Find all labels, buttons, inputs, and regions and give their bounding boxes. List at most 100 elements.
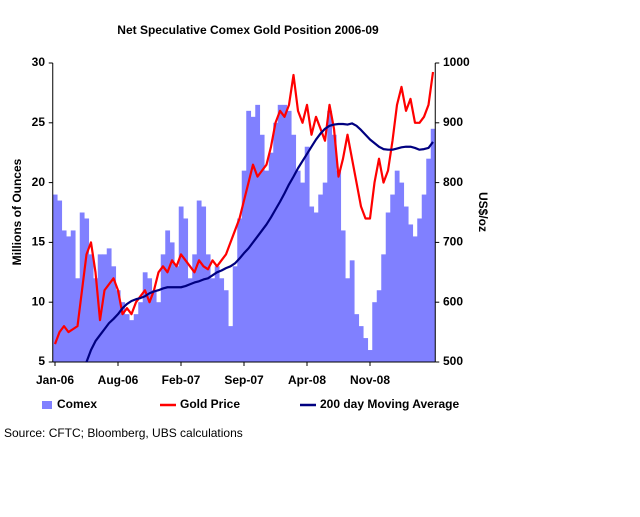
bar	[385, 212, 391, 362]
bar	[268, 152, 274, 362]
x-tick-label: Aug-06	[98, 373, 139, 387]
bar	[70, 230, 76, 362]
bar	[349, 260, 355, 362]
bar	[367, 350, 373, 362]
bar	[111, 266, 117, 362]
bar	[336, 170, 342, 362]
bar	[255, 104, 261, 363]
bar	[246, 110, 252, 362]
line-series	[85, 122, 434, 363]
bar	[61, 230, 67, 362]
bar	[277, 104, 283, 363]
bar	[241, 170, 247, 362]
y-tick-label: 25	[32, 115, 46, 129]
bar	[102, 254, 108, 362]
bar	[390, 194, 396, 362]
bar	[421, 194, 427, 362]
bar	[201, 206, 207, 362]
bar	[372, 302, 378, 362]
bar	[282, 104, 288, 363]
x-tick-label: Nov-08	[350, 373, 390, 387]
bar	[124, 314, 130, 362]
chart-title: Net Speculative Comex Gold Position 2006…	[117, 23, 379, 37]
bar	[66, 236, 72, 362]
y-tick-label: 20	[32, 175, 46, 189]
x-tick-label: Sep-07	[224, 373, 264, 387]
y2-tick-label: 800	[443, 175, 463, 189]
bar	[223, 290, 229, 362]
bar	[345, 278, 351, 362]
bar	[381, 254, 387, 362]
bar	[295, 170, 301, 362]
bar	[232, 266, 238, 362]
bar	[408, 224, 414, 362]
y-axis-label: Millions of Ounces	[10, 158, 24, 265]
bar	[183, 218, 189, 362]
bar	[399, 182, 405, 362]
legend-label: Comex	[57, 397, 97, 411]
line-series	[53, 71, 435, 345]
bar	[151, 290, 157, 362]
x-tick-label: Feb-07	[162, 373, 201, 387]
bar	[291, 134, 297, 362]
bar	[264, 170, 270, 362]
bar	[106, 248, 112, 362]
legend-swatch	[42, 401, 52, 409]
bar	[259, 134, 265, 362]
y-tick-label: 30	[32, 55, 46, 69]
legend-label: 200 day Moving Average	[320, 397, 459, 411]
x-tick-label: Apr-08	[288, 373, 326, 387]
bar	[129, 320, 135, 362]
y2-tick-label: 1000	[443, 55, 470, 69]
bar	[187, 278, 193, 362]
bar	[322, 182, 328, 362]
bar	[52, 194, 58, 362]
bar	[412, 236, 418, 362]
bar	[192, 254, 198, 362]
bar	[156, 302, 162, 362]
bar	[313, 212, 319, 362]
y-tick-label: 5	[38, 354, 45, 368]
bar	[120, 302, 126, 362]
bar	[394, 170, 400, 362]
bar	[426, 158, 432, 362]
bar	[205, 254, 211, 362]
y2-tick-label: 700	[443, 235, 463, 249]
y-tick-label: 15	[32, 235, 46, 249]
bar	[417, 218, 423, 362]
bar	[219, 278, 225, 362]
bar	[174, 266, 180, 362]
bar	[403, 206, 409, 362]
bar	[363, 338, 369, 362]
bar	[93, 278, 99, 362]
legend-label: Gold Price	[180, 397, 240, 411]
bar	[160, 254, 166, 362]
bar	[84, 218, 90, 362]
bar	[57, 200, 63, 362]
bar	[250, 116, 256, 362]
y2-tick-label: 500	[443, 354, 463, 368]
bar	[300, 182, 306, 362]
bar	[115, 290, 121, 362]
bar	[318, 194, 324, 362]
bar	[133, 314, 139, 362]
bar	[273, 122, 279, 362]
bar	[147, 278, 153, 362]
source-note: Source: CFTC; Bloomberg, UBS calculation…	[4, 426, 243, 440]
bar	[178, 206, 184, 362]
bar	[169, 242, 175, 362]
bar	[97, 254, 103, 362]
bar	[88, 254, 94, 362]
bar	[228, 326, 234, 362]
x-tick-label: Jan-06	[36, 373, 74, 387]
bar	[210, 278, 216, 362]
bar	[331, 134, 337, 362]
bar	[237, 218, 243, 362]
bar	[304, 146, 310, 362]
bar	[340, 230, 346, 362]
bar	[430, 128, 436, 362]
bar	[138, 302, 144, 362]
bar	[358, 326, 364, 362]
y2-tick-label: 600	[443, 294, 463, 308]
